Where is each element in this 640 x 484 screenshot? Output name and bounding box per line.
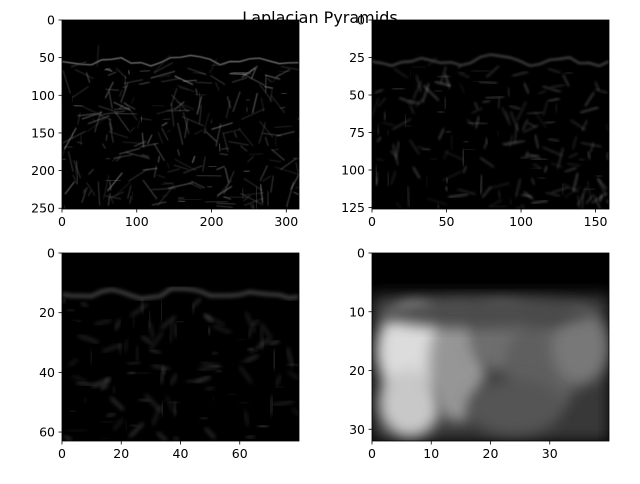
image-texture <box>196 175 221 176</box>
image-texture <box>71 411 76 412</box>
y-tick-label: 0 <box>47 246 55 261</box>
image-texture <box>130 425 136 426</box>
image-texture <box>101 421 114 422</box>
image-texture <box>281 93 286 94</box>
image-texture <box>91 351 92 364</box>
image-texture <box>126 421 127 430</box>
y-tick-label: 10 <box>349 304 365 319</box>
image-texture <box>430 159 437 160</box>
x-tick-label: 30 <box>542 446 558 461</box>
y-tick-label: 100 <box>31 88 55 103</box>
image-texture <box>473 81 480 82</box>
x-tick-label: 100 <box>125 214 149 229</box>
y-tick-label: 20 <box>349 363 365 378</box>
image-texture <box>161 301 162 321</box>
x-tick-label: 0 <box>368 446 376 461</box>
image-texture <box>379 298 592 328</box>
image-texture <box>62 159 66 160</box>
y-tick-label: 40 <box>39 365 55 380</box>
image-texture <box>266 74 267 93</box>
image-texture <box>463 149 464 165</box>
x-tick-label: 100 <box>509 214 533 229</box>
y-tick-label: 50 <box>39 50 55 65</box>
image-texture <box>178 201 185 202</box>
x-tick-label: 150 <box>584 214 608 229</box>
image-texture <box>162 403 163 416</box>
x-tick-label: 60 <box>232 446 248 461</box>
y-tick-label: 50 <box>349 88 365 103</box>
x-tick-label: 20 <box>483 446 499 461</box>
x-tick-label: 200 <box>200 214 224 229</box>
image-2 <box>372 20 609 209</box>
image-texture <box>244 171 250 172</box>
y-tick-label: 75 <box>349 125 365 140</box>
image-texture <box>467 379 562 435</box>
y-tick-label: 60 <box>39 425 55 440</box>
image-content <box>372 294 609 441</box>
y-tick-label: 25 <box>349 50 365 65</box>
y-tick-label: 100 <box>341 163 365 178</box>
image-texture <box>274 350 275 370</box>
image-texture <box>426 177 427 186</box>
x-tick-label: 50 <box>439 214 455 229</box>
image-texture <box>73 320 77 321</box>
image-texture <box>152 105 165 106</box>
image-texture <box>228 394 237 395</box>
x-tick-label: 20 <box>113 446 129 461</box>
x-tick-label: 0 <box>368 214 376 229</box>
y-tick-label: 20 <box>39 305 55 320</box>
y-tick-label: 30 <box>349 422 365 437</box>
y-tick-label: 250 <box>31 201 55 216</box>
figure-title: Laplacian Pyramids <box>0 8 640 27</box>
x-tick-label: 0 <box>58 446 66 461</box>
y-tick-label: 150 <box>31 125 55 140</box>
x-tick-label: 40 <box>173 446 189 461</box>
x-tick-label: 0 <box>58 214 66 229</box>
y-tick-label: 125 <box>341 200 365 215</box>
image-texture <box>392 89 404 90</box>
x-tick-label: 300 <box>274 214 298 229</box>
image-texture <box>177 322 183 323</box>
image-texture <box>405 115 406 126</box>
y-tick-label: 200 <box>31 163 55 178</box>
y-tick-label: 0 <box>357 246 365 261</box>
x-tick-label: 10 <box>423 446 439 461</box>
image-texture <box>77 321 82 322</box>
